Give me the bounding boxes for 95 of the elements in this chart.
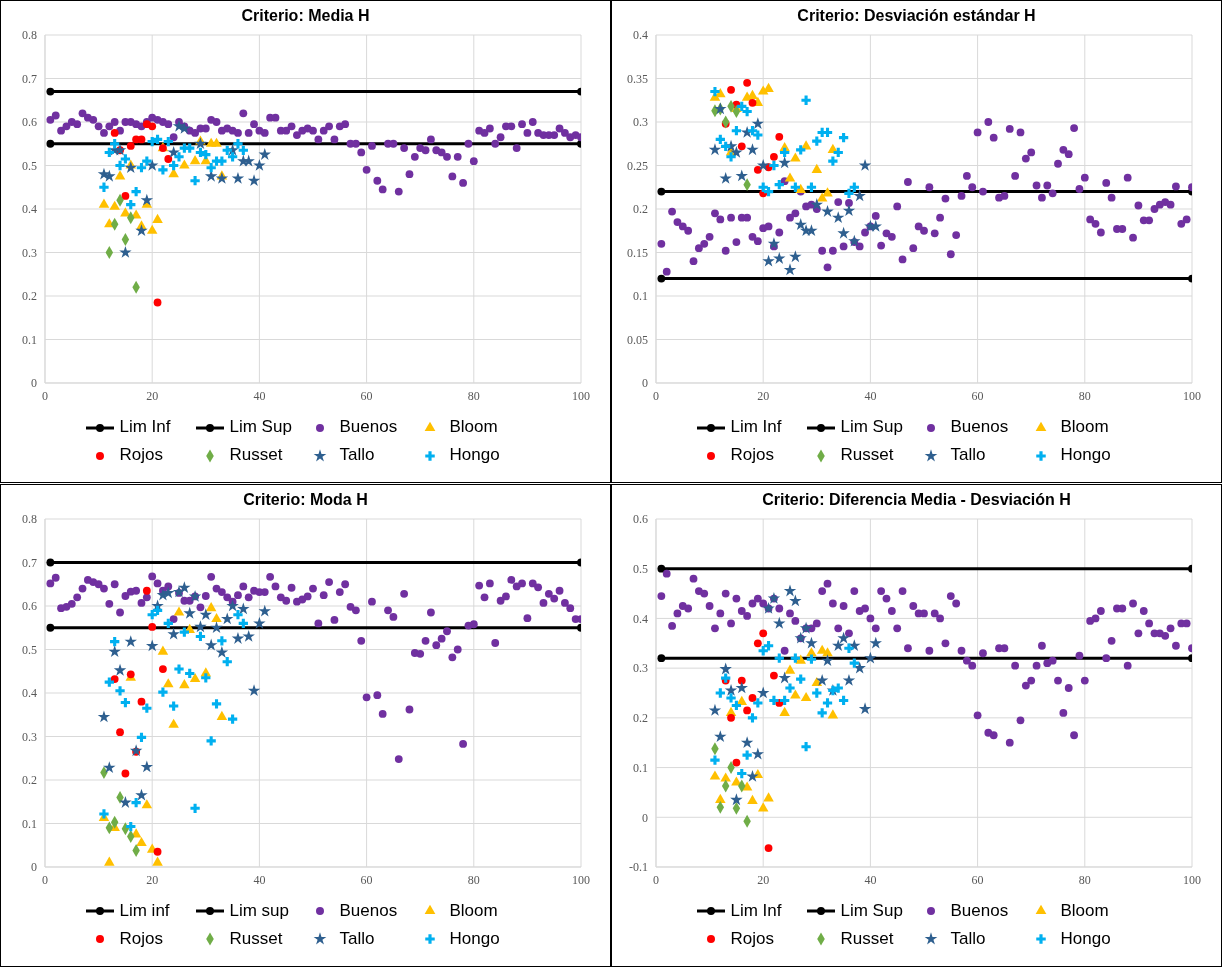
legend-label: Lim Sup: [839, 417, 904, 437]
y-tick-label: 0: [31, 376, 37, 391]
legend-label: Hongo: [448, 928, 501, 949]
x-tick-label: 20: [146, 872, 159, 887]
x-tick-label: 40: [864, 872, 877, 887]
x-tick-label: 20: [757, 388, 770, 403]
legend-label: Lim Inf: [729, 417, 783, 437]
y-tick-label: 0: [642, 376, 648, 391]
legend-label: Tallo: [338, 445, 376, 465]
x-tick-label: 60: [971, 388, 984, 403]
y-tick-label: 0.6: [22, 115, 37, 130]
chart-title: Criterio: Desviación estándar H: [796, 7, 1037, 26]
legend-label: Hongo: [1059, 928, 1112, 949]
x-tick-label: 40: [864, 388, 877, 403]
legend-label: Buenos: [338, 900, 399, 921]
y-tick-label: 0.7: [22, 555, 37, 570]
chart-title: Criterio: Moda H: [242, 490, 369, 510]
y-tick-label: 0.2: [22, 289, 37, 304]
y-tick-label: 0.05: [627, 332, 648, 347]
y-tick-label: 0.1: [22, 332, 37, 347]
y-tick-label: 0.7: [22, 71, 37, 86]
y-tick-label: 0.3: [22, 245, 37, 260]
legend-label: Lim Inf: [118, 417, 172, 437]
x-tick-label: 20: [757, 872, 770, 887]
x-tick-label: 60: [360, 872, 373, 887]
x-tick-label: 20: [146, 388, 159, 403]
legend-label: Tallo: [338, 928, 376, 949]
y-tick-label: 0.1: [633, 289, 648, 304]
y-tick-label: 0.5: [633, 561, 648, 576]
y-tick-label: 0.2: [633, 710, 648, 725]
x-tick-label: 40: [253, 872, 266, 887]
legend-label: Rojos: [729, 928, 775, 949]
x-tick-label: 60: [971, 872, 984, 887]
chart-title: Criterio: Diferencia Media - Desviación H: [761, 490, 1072, 510]
x-tick-label: 80: [467, 388, 480, 403]
x-tick-label: 0: [653, 872, 659, 887]
legend-label: Bloom: [1059, 417, 1110, 437]
y-tick-label: 0.35: [627, 71, 648, 86]
legend-label: Tallo: [949, 928, 987, 949]
x-tick-label: 100: [1183, 388, 1201, 403]
legend-label: Lim Inf: [729, 900, 783, 921]
y-tick-label: 0.1: [22, 816, 37, 831]
legend-label: Buenos: [949, 900, 1010, 921]
legend-label: Bloom: [1059, 900, 1110, 921]
y-tick-label: 0.15: [627, 245, 648, 260]
legend-label: Lim Sup: [839, 900, 904, 921]
y-tick-label: 0.3: [22, 729, 37, 744]
y-tick-label: 0.8: [22, 28, 37, 43]
legend-label: Russet: [228, 928, 284, 949]
legend-label: Buenos: [338, 417, 399, 437]
y-tick-label: 0.6: [633, 511, 648, 526]
legend-label: Russet: [839, 445, 895, 465]
x-tick-label: 0: [42, 388, 48, 403]
y-tick-label: 0.8: [22, 511, 37, 526]
y-tick-label: 0: [31, 859, 37, 874]
x-tick-label: 100: [1183, 872, 1201, 887]
legend-label: Lim inf: [118, 900, 171, 921]
x-tick-label: 80: [1078, 872, 1091, 887]
y-tick-label: 0.3: [633, 660, 648, 675]
x-tick-label: 0: [42, 872, 48, 887]
legend-label: Buenos: [949, 417, 1010, 437]
legend-label: Bloom: [448, 900, 499, 921]
y-tick-label: 0.4: [633, 611, 648, 626]
y-tick-label: 0.2: [22, 772, 37, 787]
x-tick-label: 60: [360, 388, 373, 403]
y-tick-label: 0.25: [627, 158, 648, 173]
chart-title: Criterio: Media H: [240, 7, 371, 26]
legend-label: Lim Sup: [228, 417, 293, 437]
y-tick-label: 0.4: [22, 685, 37, 700]
x-tick-label: 80: [467, 872, 480, 887]
x-tick-label: 40: [253, 388, 266, 403]
y-tick-label: 0.1: [633, 760, 648, 775]
legend-label: Russet: [839, 928, 895, 949]
legend-label: Bloom: [448, 417, 499, 437]
x-tick-label: 0: [653, 388, 659, 403]
legend-label: Hongo: [448, 445, 501, 465]
y-tick-label: -0.1: [629, 859, 648, 874]
y-tick-label: 0.2: [633, 202, 648, 217]
legend-label: Rojos: [118, 445, 164, 465]
legend-label: Rojos: [118, 928, 164, 949]
legend-label: Lim sup: [228, 900, 291, 921]
y-tick-label: 0.5: [22, 158, 37, 173]
y-tick-label: 0.4: [633, 28, 648, 43]
legend-label: Russet: [228, 445, 284, 465]
y-tick-label: 0.3: [633, 115, 648, 130]
x-tick-label: 100: [572, 872, 590, 887]
legend-label: Tallo: [949, 445, 987, 465]
y-tick-label: 0.5: [22, 642, 37, 657]
y-tick-label: 0.6: [22, 598, 37, 613]
legend-label: Hongo: [1059, 445, 1112, 465]
x-tick-label: 100: [572, 388, 590, 403]
x-tick-label: 80: [1078, 388, 1091, 403]
y-tick-label: 0: [642, 810, 648, 825]
legend-label: Rojos: [729, 445, 775, 465]
y-tick-label: 0.4: [22, 202, 37, 217]
